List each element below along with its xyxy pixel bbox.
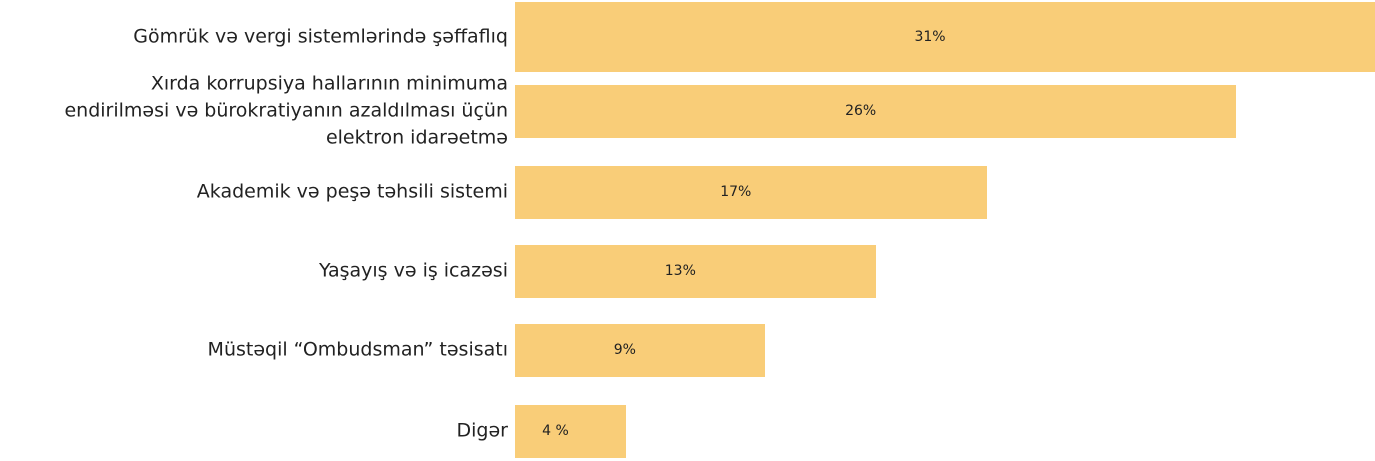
- bar: [515, 84, 1237, 138]
- category-label: Gömrük və vergi sistemlərində şəffaflıq: [133, 25, 508, 48]
- value-label: 17%: [720, 184, 752, 200]
- category-label: Müstəqil “Ombudsman” təsisatı: [207, 338, 508, 361]
- category-label: Digər: [456, 419, 508, 442]
- value-label: 13%: [664, 263, 696, 279]
- value-label: 9%: [613, 342, 636, 358]
- category-label: Xırda korrupsiya hallarının minimuma end…: [64, 72, 508, 149]
- bar: [515, 404, 626, 458]
- value-label: 31%: [914, 29, 946, 45]
- value-label: 26%: [845, 103, 877, 119]
- bar: [515, 165, 987, 219]
- bar: [515, 244, 876, 298]
- category-label: Yaşayış və iş icazəsi: [318, 259, 508, 282]
- bar: [515, 2, 1375, 72]
- category-label: Akademik və peşə təhsili sistemi: [196, 180, 508, 203]
- value-label: 4 %: [542, 423, 569, 439]
- bar: [515, 323, 765, 377]
